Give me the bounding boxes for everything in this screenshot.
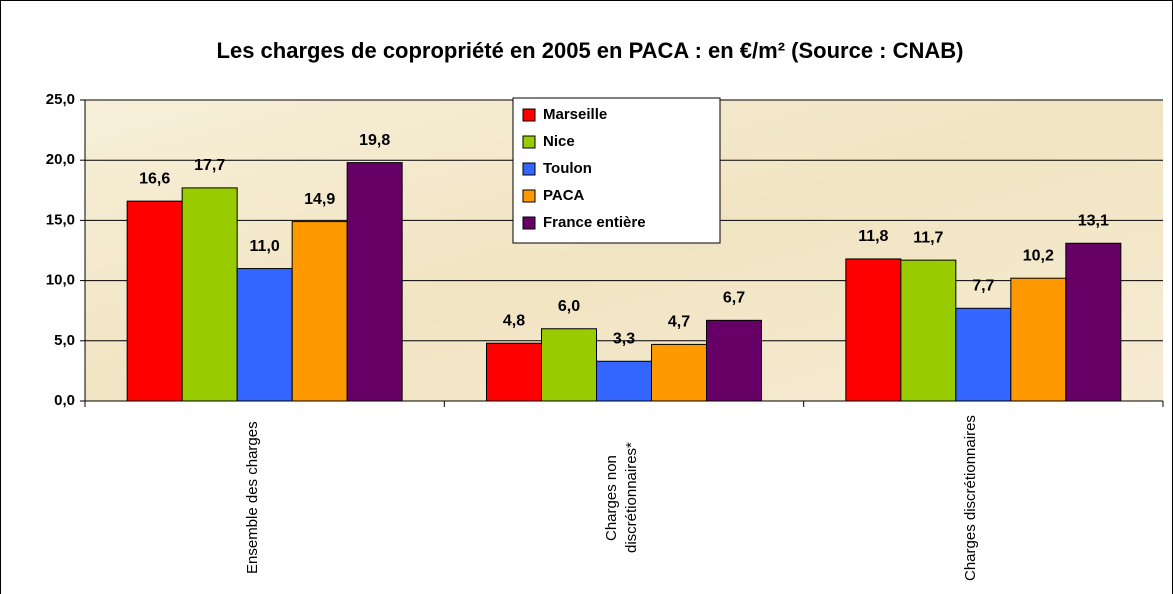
y-tick-label: 5,0: [54, 332, 75, 349]
bar: [541, 328, 597, 402]
bar: [900, 259, 957, 402]
bar: [1065, 242, 1122, 402]
bar: [955, 307, 1012, 402]
data-label: 19,8: [359, 132, 390, 149]
data-label: 16,6: [139, 170, 170, 187]
bar: [346, 162, 403, 402]
data-label: 11,8: [858, 228, 888, 245]
bar: [291, 221, 348, 402]
legend-swatch: [522, 108, 536, 122]
bar: [486, 342, 542, 402]
y-tick-label: 15,0: [46, 211, 75, 228]
data-label: 14,9: [304, 191, 335, 208]
legend-swatch: [522, 216, 536, 230]
data-label: 6,7: [723, 290, 745, 307]
legend-label: Nice: [543, 133, 575, 150]
x-tick-label: Charges non discrétionnaires*: [603, 442, 640, 554]
x-tick-label: Charges discrétionnaires: [962, 415, 980, 581]
legend-box: [512, 97, 721, 244]
data-label: 3,3: [613, 330, 635, 347]
legend-label: Toulon: [543, 160, 592, 177]
chart-title: Les charges de copropriété en 2005 en PA…: [217, 38, 964, 63]
bar: [845, 258, 902, 402]
data-label: 17,7: [194, 157, 225, 174]
bar: [596, 360, 652, 402]
x-tick-label: Ensemble des charges: [243, 421, 261, 575]
data-label: 10,2: [1023, 247, 1054, 264]
y-tick-label: 20,0: [46, 151, 75, 168]
legend-swatch: [522, 135, 536, 149]
data-label: 11,7: [913, 229, 943, 246]
bar: [651, 343, 707, 402]
bar: [706, 319, 762, 402]
data-label: 7,7: [972, 278, 994, 295]
y-tick-label: 25,0: [46, 91, 75, 108]
data-label: 11,0: [250, 238, 280, 255]
bar: [1010, 277, 1067, 402]
data-label: 13,1: [1078, 212, 1109, 229]
bar: [126, 200, 183, 402]
legend-label: PACA: [543, 187, 585, 204]
bar: [236, 268, 293, 402]
y-tick-label: 10,0: [46, 272, 75, 289]
legend-label: Marseille: [543, 106, 607, 123]
legend-swatch: [522, 162, 536, 176]
legend-label: France entière: [543, 214, 646, 231]
data-label: 6,0: [558, 298, 580, 315]
data-label: 4,8: [503, 312, 525, 329]
y-tick-label: 0,0: [54, 392, 75, 409]
bar: [181, 187, 238, 402]
legend-swatch: [522, 189, 536, 203]
data-label: 4,7: [668, 314, 690, 331]
